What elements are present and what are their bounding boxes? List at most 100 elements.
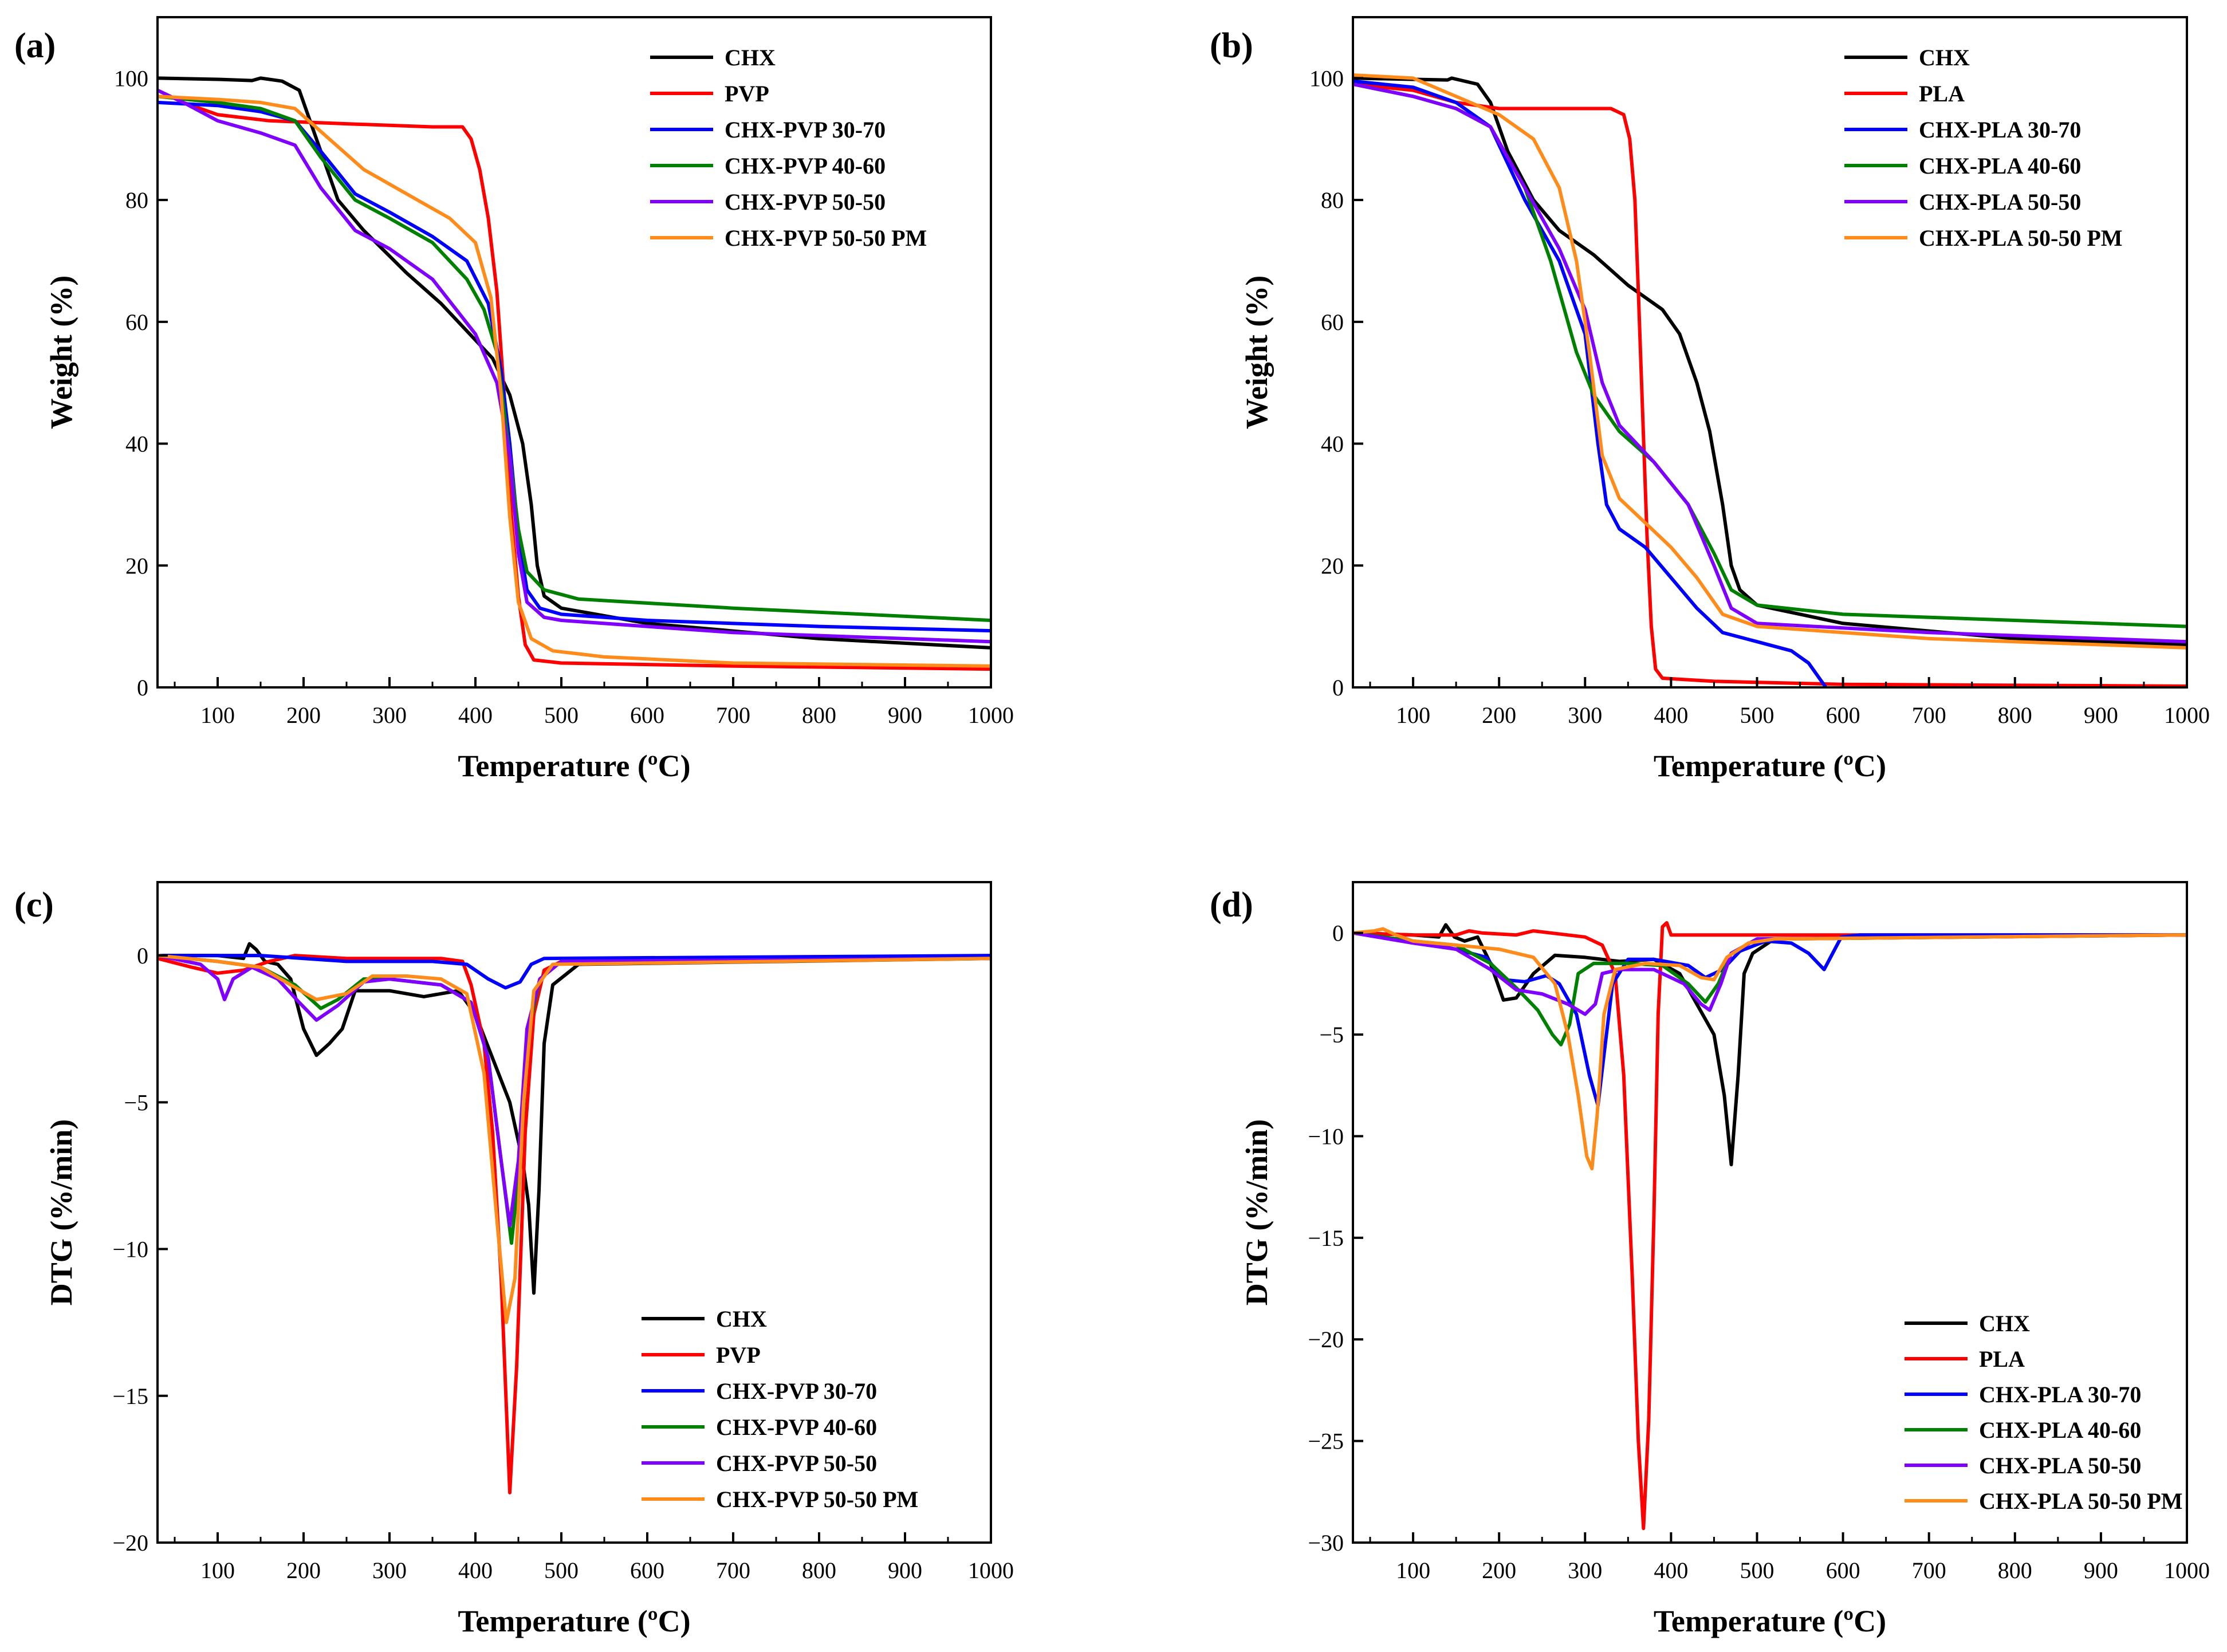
y-tick-label: −30	[1308, 1530, 1344, 1556]
x-tick-label: 600	[630, 702, 664, 728]
x-tick-label: 100	[1396, 702, 1430, 728]
y-tick-label: 0	[137, 943, 148, 969]
y-axis-label: Weight (%)	[44, 276, 78, 429]
x-tick-label: 600	[630, 1557, 664, 1583]
legend-label-0: CHX	[725, 45, 776, 70]
series-line-3	[158, 954, 991, 1245]
x-axis-label: Temperature (ºC)	[458, 1604, 690, 1638]
series-line-0	[158, 942, 991, 1295]
y-tick-label: 100	[1309, 65, 1344, 91]
x-tick-label: 500	[1740, 1557, 1774, 1583]
legend-label-5: CHX-PVP 50-50 PM	[725, 225, 927, 251]
plot-frame	[1352, 16, 2188, 689]
x-tick-label: 100	[1396, 1557, 1430, 1583]
legend-label-4: CHX-PLA 50-50	[1919, 189, 2081, 215]
series-line-5	[1353, 73, 2187, 650]
x-tick-label: 400	[1654, 702, 1688, 728]
legend-label-4: CHX-PLA 50-50	[1979, 1453, 2141, 1478]
chart-panel-0: 100 200 300 400 500 600 700 800 900 1000 0 20 40 60 80…	[14, 16, 1014, 783]
x-tick-label: 300	[1568, 1557, 1602, 1583]
x-tick-label: 400	[458, 702, 493, 728]
y-tick-label: −10	[112, 1237, 148, 1262]
legend-label-3: CHX-PLA 40-60	[1979, 1417, 2141, 1443]
x-axis-label: Temperature (ºC)	[1654, 749, 1886, 783]
legend-label-1: PVP	[716, 1342, 761, 1368]
x-tick-label: 1000	[968, 702, 1014, 728]
series-line-5	[158, 954, 991, 1324]
x-tick-label: 800	[802, 1557, 836, 1583]
x-tick-label: 200	[1482, 1557, 1516, 1583]
x-tick-label: 900	[888, 1557, 922, 1583]
series-line-0	[1353, 923, 2187, 1167]
y-tick-label: 100	[114, 65, 148, 91]
x-tick-label: 200	[1482, 702, 1516, 728]
legend-label-1: PLA	[1919, 81, 1965, 107]
x-tick-label: 700	[716, 702, 750, 728]
x-tick-label: 700	[1912, 1557, 1946, 1583]
y-tick-label: 20	[125, 553, 148, 579]
series-line-2	[158, 100, 991, 633]
panel-label: (d)	[1210, 886, 1253, 925]
x-tick-label: 400	[1654, 1557, 1688, 1583]
x-tick-label: 800	[1998, 1557, 2032, 1583]
x-tick-label: 500	[544, 1557, 579, 1583]
series-line-4	[158, 88, 991, 644]
y-tick-label: 20	[1321, 553, 1344, 579]
series-line-1	[1353, 921, 2187, 1531]
y-tick-label: −15	[112, 1383, 148, 1409]
x-tick-label: 800	[1998, 702, 2032, 728]
chart-panel-1: 100 200 300 400 500 600 700 800 900 1000 0 20 40 60 80…	[1210, 16, 2210, 783]
legend-label-2: CHX-PVP 30-70	[716, 1378, 877, 1404]
x-tick-label: 1000	[968, 1557, 1014, 1583]
legend-label-4: CHX-PVP 50-50	[725, 189, 886, 215]
series-line-4	[1353, 931, 2187, 1016]
legend-label-2: CHX-PLA 30-70	[1919, 117, 2081, 143]
y-axis-label: DTG (%/min)	[1240, 1119, 1274, 1306]
x-tick-label: 100	[200, 1557, 235, 1583]
y-axis-label: DTG (%/min)	[44, 1119, 78, 1306]
x-tick-label: 1000	[2164, 1557, 2210, 1583]
plot-frame	[1352, 881, 2188, 1544]
y-tick-label: −5	[124, 1089, 148, 1115]
y-tick-label: 0	[137, 675, 148, 701]
legend-label-2: CHX-PLA 30-70	[1979, 1382, 2141, 1407]
legend-label-3: CHX-PVP 40-60	[725, 153, 886, 179]
legend-label-1: PVP	[725, 81, 769, 107]
y-tick-label: −5	[1319, 1022, 1344, 1048]
y-tick-label: −20	[112, 1530, 148, 1556]
y-tick-label: −25	[1308, 1429, 1344, 1454]
x-tick-label: 600	[1826, 1557, 1860, 1583]
series-line-3	[158, 95, 991, 622]
y-tick-label: 40	[125, 431, 148, 457]
x-tick-label: 700	[1912, 702, 1946, 728]
series-line-1	[158, 88, 991, 671]
x-tick-label: 100	[200, 702, 235, 728]
y-tick-label: −15	[1308, 1225, 1344, 1251]
x-tick-label: 500	[1740, 702, 1774, 728]
legend-label-5: CHX-PVP 50-50 PM	[716, 1486, 918, 1512]
y-tick-label: −20	[1308, 1327, 1344, 1352]
x-tick-label: 500	[544, 702, 579, 728]
panel-label: (b)	[1210, 26, 1253, 65]
chart-panel-3: 100 200 300 400 500 600 700 800 900 1000 0 −5 −10 −15…	[1210, 881, 2210, 1638]
x-tick-label: 600	[1826, 702, 1860, 728]
legend-label-5: CHX-PLA 50-50 PM	[1919, 225, 2123, 251]
series-line-1	[1353, 82, 2187, 687]
series-line-5	[158, 95, 991, 668]
legend-label-1: PLA	[1979, 1346, 2025, 1372]
legend: CHX PLA CHX-PLA 30-70 CHX-PLA 40-60 CHX-PLA …	[1905, 1311, 2183, 1514]
y-tick-label: 0	[1332, 921, 1344, 946]
x-tick-label: 400	[458, 1557, 493, 1583]
legend: CHX PLA CHX-PLA 30-70 CHX-PLA 40-60 CHX-PLA …	[1844, 45, 2123, 251]
series-line-5	[1353, 927, 2187, 1171]
legend: CHX PVP CHX-PVP 30-70 CHX-PVP 40-60 CHX-PVP …	[642, 1306, 918, 1512]
x-tick-label: 300	[372, 1557, 407, 1583]
x-tick-label: 900	[888, 702, 922, 728]
legend-label-3: CHX-PLA 40-60	[1919, 153, 2081, 179]
chart-panel-2: 100 200 300 400 500 600 700 800 900 1000 0 −5 −10 −15…	[14, 881, 1014, 1638]
x-axis-label: Temperature (ºC)	[458, 749, 690, 783]
y-tick-label: −10	[1308, 1123, 1344, 1149]
y-tick-label: 80	[125, 187, 148, 213]
panel-label: (a)	[14, 26, 56, 65]
